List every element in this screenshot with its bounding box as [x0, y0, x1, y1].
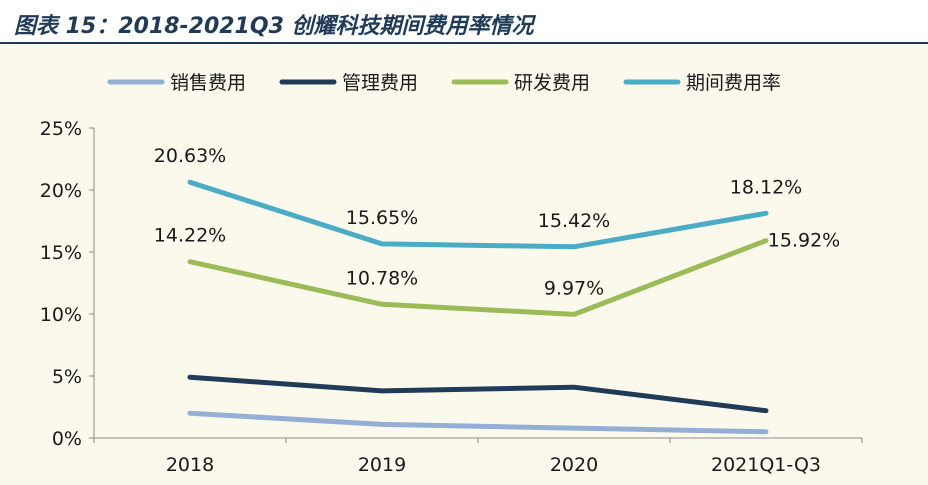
series-line: [187, 238, 769, 317]
title-bar: 图表 15：2018-2021Q3 创耀科技期间费用率情况: [0, 0, 928, 44]
series-line: [187, 179, 769, 250]
data-label: 15.65%: [346, 207, 418, 229]
legend-label: 期间费用率: [686, 72, 781, 94]
x-tick-label: 2019: [358, 454, 406, 476]
legend-label: 管理费用: [342, 72, 418, 94]
y-tick-label: 25%: [40, 118, 82, 140]
series-line: [187, 410, 769, 435]
data-label: 15.42%: [538, 210, 610, 232]
x-tick-label: 2020: [550, 454, 598, 476]
x-tick-label: 2021Q1-Q3: [711, 454, 821, 476]
y-tick-label: 10%: [40, 304, 82, 326]
data-label: 20.63%: [154, 145, 226, 167]
legend-label: 研发费用: [514, 72, 590, 94]
y-tick-label: 5%: [52, 366, 82, 388]
data-label: 9.97%: [544, 277, 604, 299]
line-chart: 0% 5% 10% 15% 20% 25% 2018 2019 2020 2021Q1-Q3 销售费…: [40, 72, 863, 476]
data-label: 10.78%: [346, 267, 418, 289]
chart-area: [0, 44, 928, 485]
data-label: 18.12%: [730, 176, 802, 198]
series-line: [187, 374, 769, 414]
y-tick-label: 20%: [40, 180, 82, 202]
y-tick-label: 15%: [40, 242, 82, 264]
data-label: 14.22%: [154, 225, 226, 247]
y-tick-label: 0%: [52, 428, 82, 450]
x-tick-label: 2018: [166, 454, 214, 476]
chart-title: 图表 15：2018-2021Q3 创耀科技期间费用率情况: [14, 14, 534, 39]
data-label: 15.92%: [768, 230, 840, 252]
legend-label: 销售费用: [170, 72, 246, 94]
